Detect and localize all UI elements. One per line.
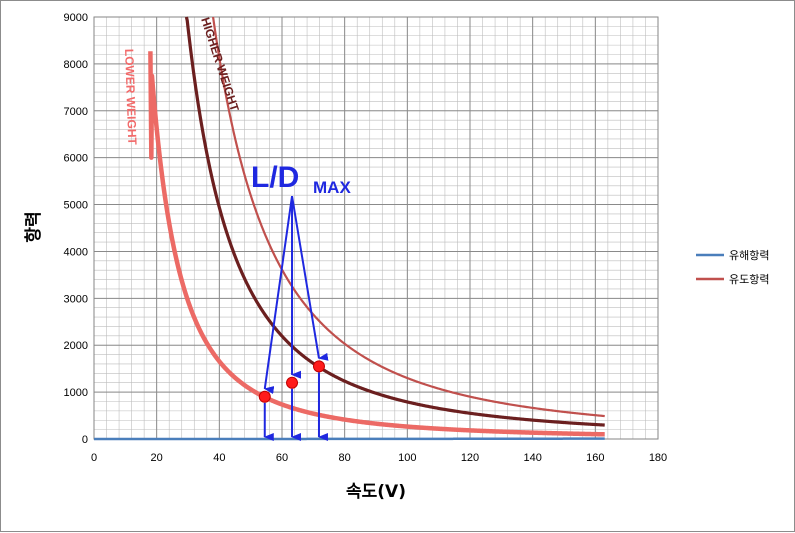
y-tick-label: 3000 [64, 293, 88, 305]
series-layer [94, 17, 605, 439]
y-axis-title: 항력 [23, 211, 44, 242]
x-tick-label: 160 [586, 452, 604, 464]
x-axis-title: 속도(V) [346, 482, 406, 502]
y-tick-label: 6000 [64, 153, 88, 165]
x-tick-label: 40 [213, 452, 225, 464]
ld-max-subscript: MAX [313, 178, 351, 197]
legend-label-induced: 유도항력 [729, 273, 769, 286]
minor-gridlines [94, 17, 658, 439]
ld-point-1 [287, 377, 298, 388]
ld-arrow-0 [265, 196, 292, 389]
ld-max-label: L/D [251, 161, 299, 194]
y-tick-label: 9000 [64, 12, 88, 24]
x-tick-label: 120 [461, 452, 479, 464]
x-tick-label: 100 [398, 452, 416, 464]
x-tick-label: 60 [276, 452, 288, 464]
x-tick-label: 20 [151, 452, 163, 464]
y-tick-label: 4000 [64, 246, 88, 258]
legend: 유해항력 유도항력 [696, 248, 769, 286]
y-tick-label: 2000 [64, 340, 88, 352]
y-tick-label: 5000 [64, 200, 88, 212]
x-axis-ticks: 0 20 40 60 80 100 120 140 160 180 [91, 452, 667, 464]
y-axis-ticks: 0 1000 2000 3000 4000 5000 6000 7000 8000 9000 [64, 12, 88, 446]
ld-point-2 [313, 361, 324, 372]
plot-area-border [94, 17, 658, 439]
higher-weight-label: HIGHER WEIGHT [198, 16, 242, 114]
ld-point-0 [259, 391, 270, 402]
y-tick-label: 8000 [64, 59, 88, 71]
legend-label-parasite: 유해항력 [729, 248, 769, 262]
y-tick-label: 1000 [64, 387, 88, 399]
ld-arrow-2 [292, 196, 319, 358]
x-tick-label: 180 [649, 452, 667, 464]
x-tick-label: 140 [523, 452, 541, 464]
major-gridlines [94, 17, 658, 439]
y-tick-label: 0 [82, 434, 88, 446]
series-line-lower-weight [150, 51, 604, 434]
y-tick-label: 7000 [64, 106, 88, 118]
x-tick-label: 0 [91, 452, 97, 464]
series-line-induced-drag [213, 17, 605, 416]
x-tick-label: 80 [339, 452, 351, 464]
lower-weight-label: LOWER WEIGHT [122, 49, 139, 146]
